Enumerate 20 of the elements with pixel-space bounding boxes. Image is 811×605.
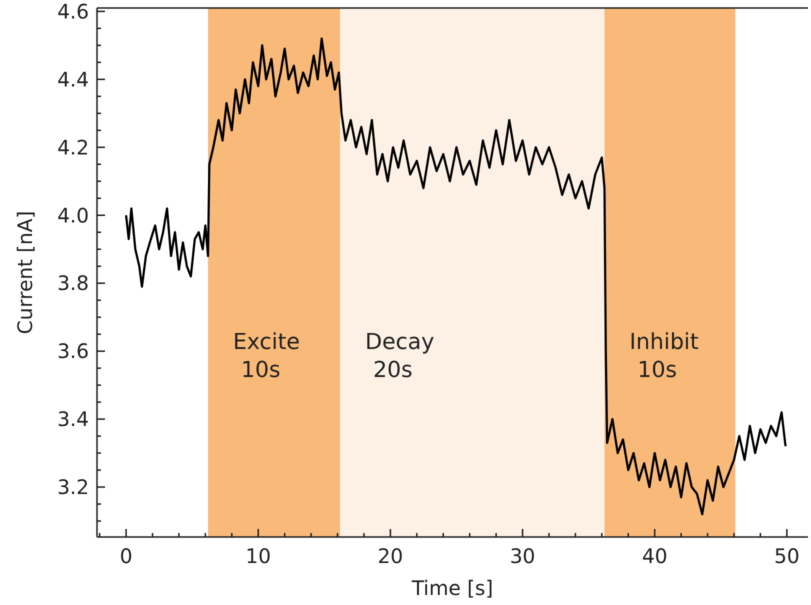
y-tick-label: 4.0 <box>57 203 89 228</box>
band-label: Excite 10s <box>233 330 300 384</box>
band-label: Inhibit 10s <box>629 330 700 384</box>
band-label: Decay 20s <box>365 330 434 384</box>
y-tick-label: 4.6 <box>57 0 89 24</box>
y-tick-label: 4.4 <box>57 67 89 92</box>
y-tick-label: 3.2 <box>57 475 89 500</box>
x-tick-label: 30 <box>510 544 536 568</box>
y-tick-label: 3.6 <box>57 339 89 364</box>
x-tick-label: 20 <box>378 544 404 568</box>
x-tick-label: 0 <box>120 544 132 568</box>
y-tick-label: 3.8 <box>57 271 89 296</box>
y-axis-title: Current [nA] <box>13 210 37 334</box>
line-series <box>124 37 787 516</box>
y-tick-label: 4.2 <box>57 135 89 160</box>
y-tick-label: 3.4 <box>57 407 89 432</box>
x-tick-label: 50 <box>774 544 800 568</box>
x-tick-label: 10 <box>246 544 271 568</box>
x-axis-title: Time [s] <box>410 576 494 600</box>
x-tick-label: 40 <box>642 544 668 568</box>
